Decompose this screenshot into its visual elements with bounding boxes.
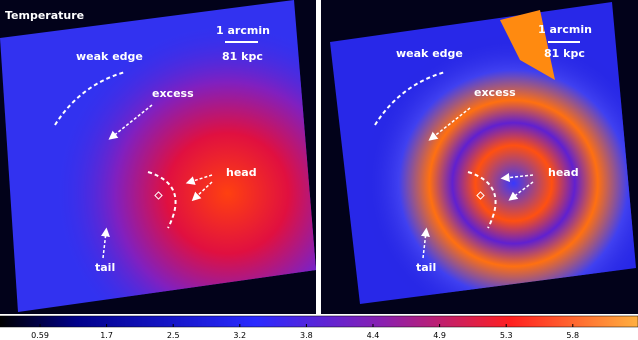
colorbar-tick-label: 1.7 <box>100 331 113 340</box>
arrow <box>421 227 430 259</box>
label-weak-edge: weak edge <box>396 47 463 60</box>
colorbar-tick-label: 5.8 <box>566 331 579 340</box>
scale-angle: 1 arcmin <box>538 23 592 36</box>
colorbar-tick-label: 3.2 <box>233 331 246 340</box>
arrow <box>508 181 534 201</box>
temperature-patch <box>500 10 555 80</box>
colorbar-tick-label: 0.59 <box>31 331 49 340</box>
arrow <box>191 181 213 202</box>
label-head: head <box>548 166 579 179</box>
label-head: head <box>226 166 257 179</box>
colorbar-tick-label: 3.8 <box>300 331 313 340</box>
arrow <box>428 107 471 141</box>
label-excess: excess <box>152 87 194 100</box>
temperature-map-hot <box>330 2 636 304</box>
temperature-map-hot <box>0 0 316 312</box>
arrow <box>108 104 153 140</box>
colorbar-tick-label: 4.9 <box>433 331 446 340</box>
colorbar-tick-label: 5.3 <box>500 331 513 340</box>
title: Temperature <box>5 9 84 22</box>
arrow <box>101 227 110 259</box>
edge-arc <box>467 171 497 229</box>
edge-arc <box>374 71 446 126</box>
label-tail: tail <box>95 261 115 274</box>
center-marker <box>154 191 163 200</box>
scale-distance: 81 kpc <box>544 47 585 60</box>
label-tail: tail <box>416 261 436 274</box>
colorbar <box>0 315 638 328</box>
label-weak-edge: weak edge <box>76 50 143 63</box>
scale-angle: 1 arcmin <box>216 24 270 37</box>
colorbar-tick-label: 2.5 <box>167 331 180 340</box>
scale-distance: 81 kpc <box>222 50 263 63</box>
center-marker <box>476 191 485 200</box>
edge-arc <box>54 71 126 126</box>
arrow <box>185 174 213 185</box>
colorbar-tick-label: 4.4 <box>367 331 380 340</box>
separator <box>316 0 321 314</box>
annotations <box>54 41 580 259</box>
label-excess: excess <box>474 86 516 99</box>
colorbar-ticks: 0.59 1.7 2.5 3.2 3.8 4.4 4.9 5.3 5.8 <box>31 324 579 340</box>
edge-arc <box>147 171 177 229</box>
